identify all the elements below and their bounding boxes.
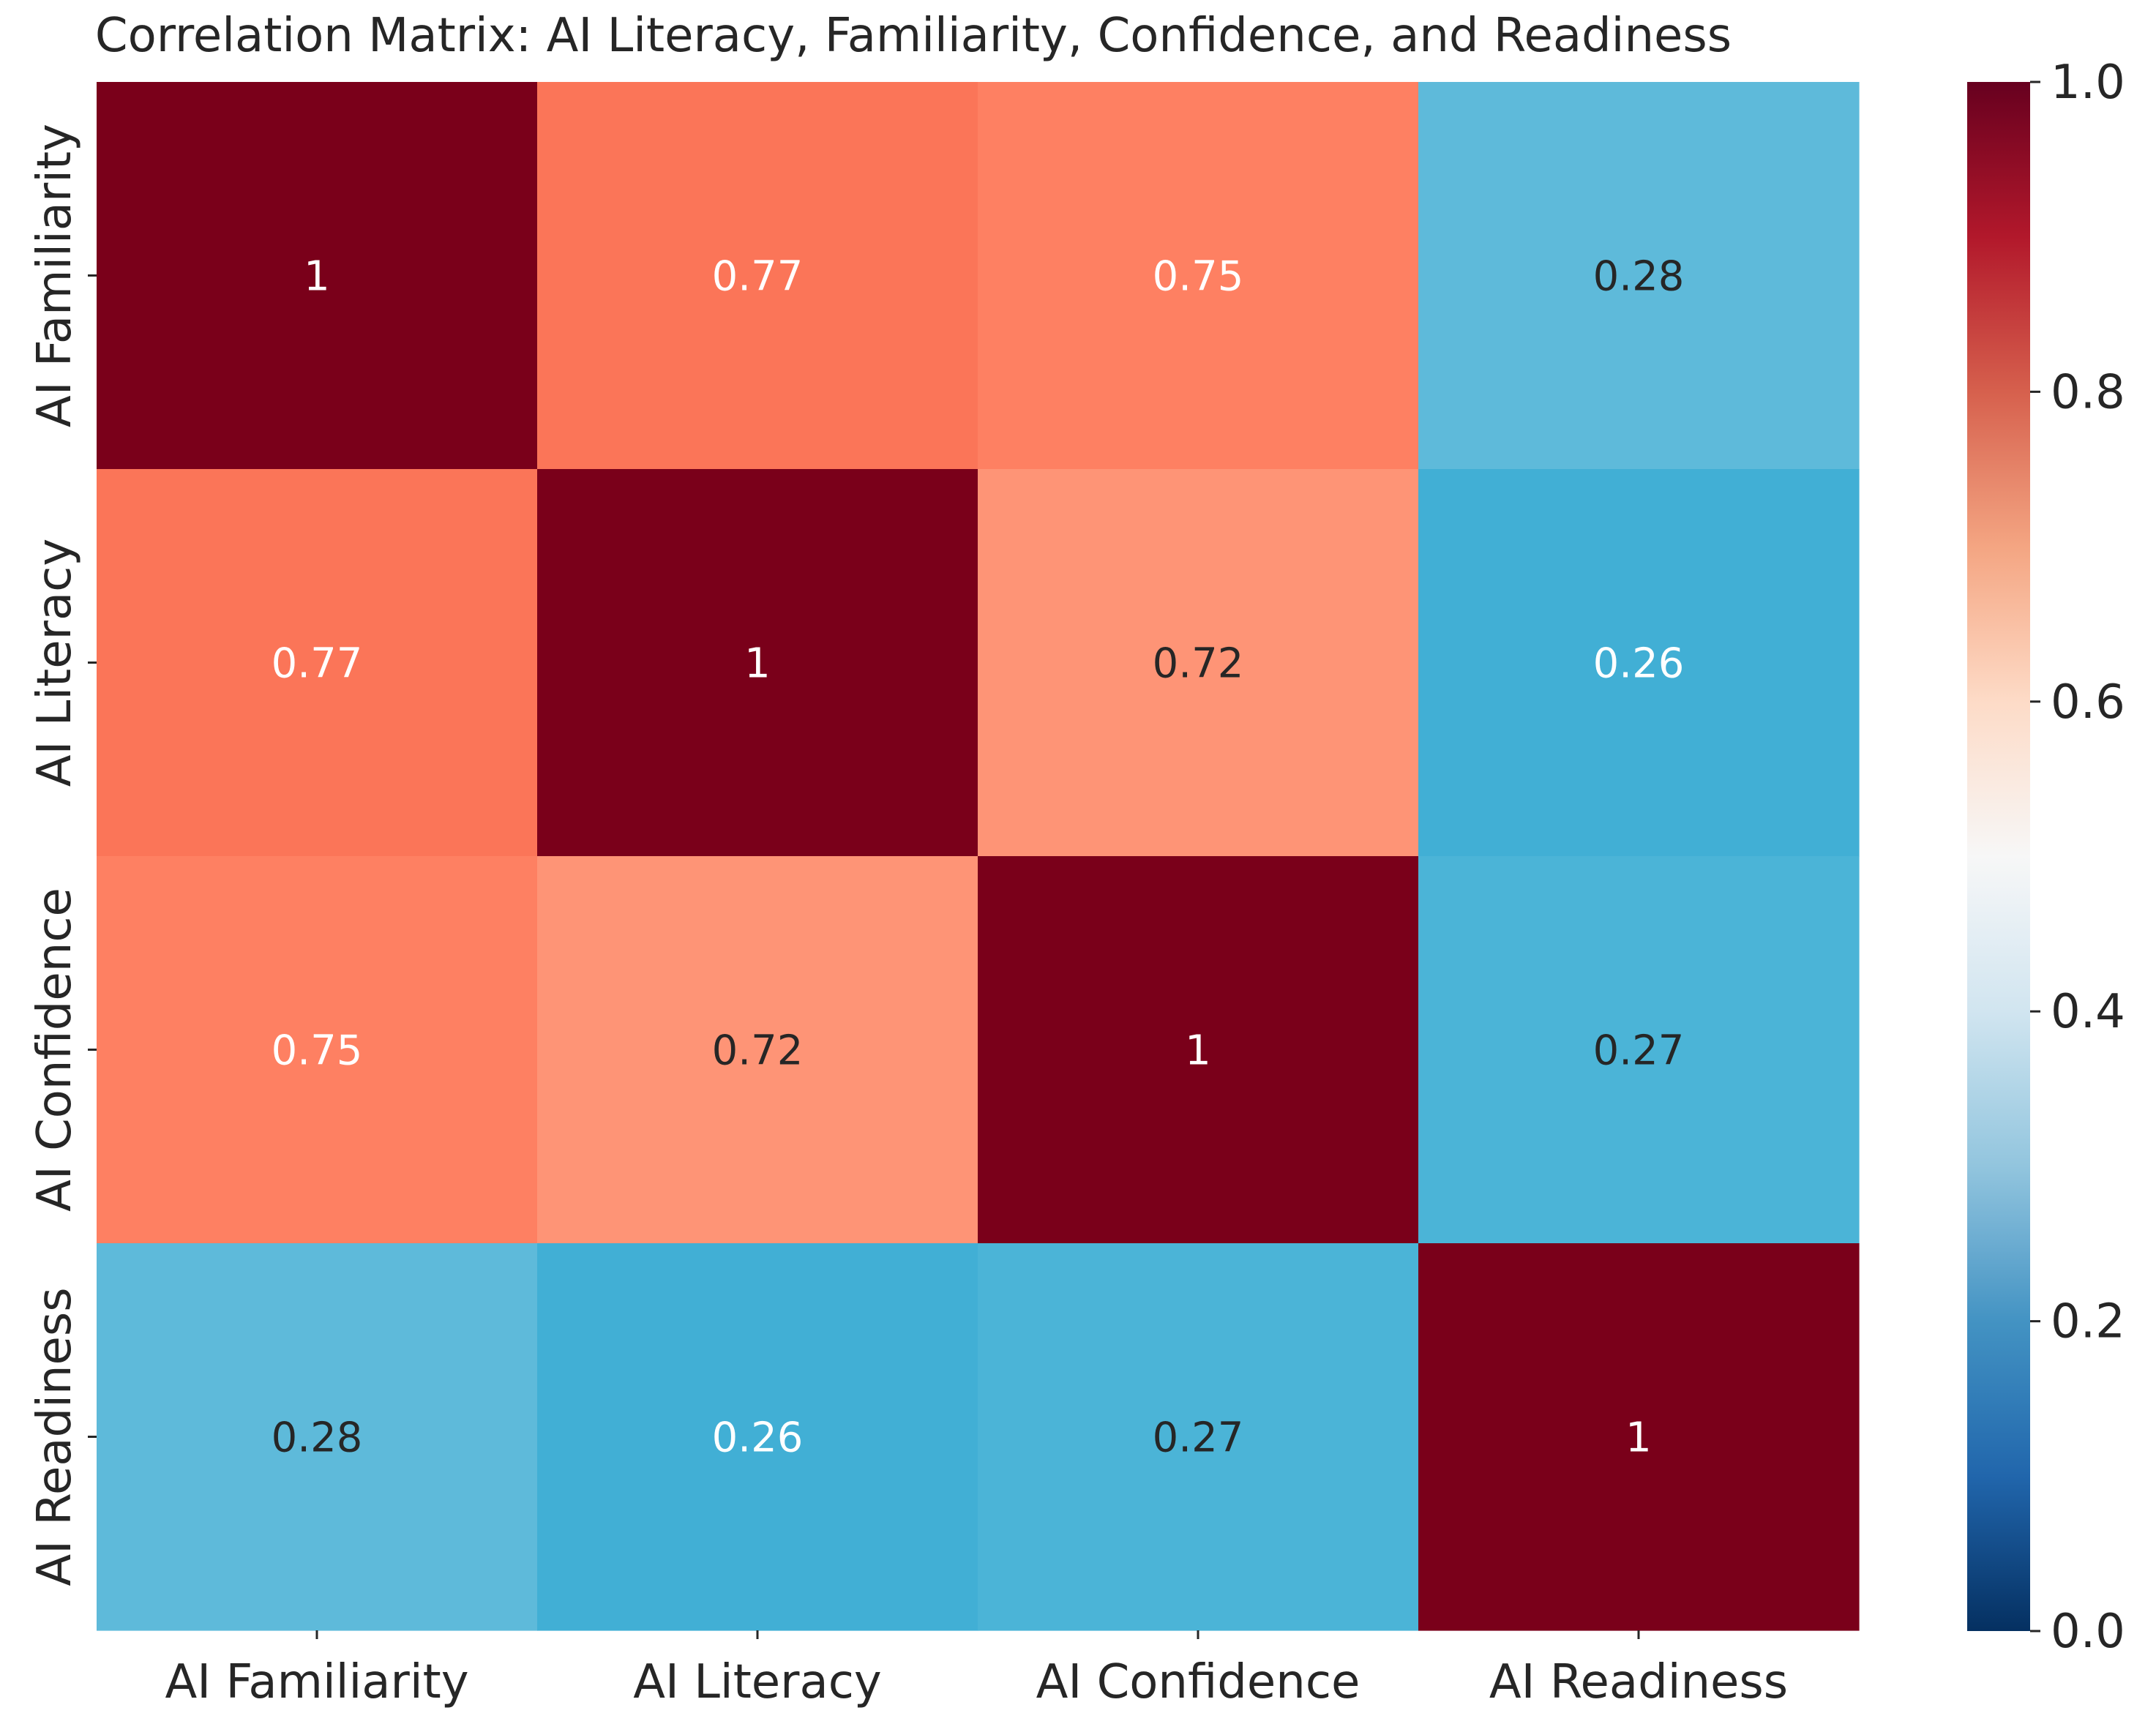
heatmap-cell-2-1: [537, 856, 978, 1244]
colorbar-tick-label-1: 0.2: [2051, 1295, 2125, 1349]
x-tick-label-0: AI Familiarity: [165, 1655, 468, 1709]
colorbar-tick-label-2: 0.4: [2051, 985, 2125, 1039]
cell-label-1-2: 0.72: [1153, 640, 1244, 688]
cell-label-0-0: 1: [304, 253, 330, 301]
heatmap-cell-3-1: [537, 1243, 978, 1631]
heatmap-cell-1-0: [97, 469, 538, 857]
cell-label-3-2: 0.27: [1153, 1414, 1244, 1462]
heatmap-cell-2-3: [1418, 856, 1860, 1244]
heatmap-cell-1-3: [1418, 469, 1860, 857]
colorbar-tick-label-0: 0.0: [2051, 1605, 2125, 1659]
heatmap-cell-0-3: [1418, 82, 1860, 470]
heatmap-cell-2-0: [97, 856, 538, 1244]
heatmap-cell-1-1: [537, 469, 978, 857]
x-tick-label-3: AI Readiness: [1489, 1655, 1788, 1709]
y-tick-label-2: AI Confidence: [28, 888, 82, 1212]
colorbar-tick-label-5: 1.0: [2051, 56, 2125, 110]
colorbar: 0.0 0.2 0.4 0.6 0.8 1.0: [1967, 56, 2125, 1659]
x-tick-label-1: AI Literacy: [633, 1655, 882, 1709]
heatmap-cell-0-0: [97, 82, 538, 470]
x-tick-label-2: AI Confidence: [1036, 1655, 1360, 1709]
cell-label-2-1: 0.72: [712, 1027, 804, 1075]
cell-label-0-1: 0.77: [712, 253, 804, 301]
heatmap-cell-3-2: [978, 1243, 1419, 1631]
heatmap-cells: 1 0.77 0.75 0.28 0.77 1 0.72 0.26 0.75 0.72 1 0.27 0…: [97, 82, 1860, 1631]
cell-label-2-2: 1: [1185, 1027, 1211, 1075]
cell-label-3-1: 0.26: [712, 1414, 804, 1462]
heatmap-cell-1-2: [978, 469, 1419, 857]
x-axis: AI Familiarity AI Literacy AI Confidence AI…: [165, 1630, 1788, 1709]
y-axis: AI Familiarity AI Literacy AI Confidence AI…: [28, 124, 97, 1586]
y-tick-label-3: AI Readiness: [28, 1287, 82, 1586]
cell-label-2-3: 0.27: [1593, 1027, 1685, 1075]
cell-label-0-2: 0.75: [1153, 253, 1244, 301]
heatmap-cell-0-1: [537, 82, 978, 470]
heatmap-cell-2-2: [978, 856, 1419, 1244]
heatmap-cell-3-0: [97, 1243, 538, 1631]
cell-label-1-1: 1: [744, 640, 771, 688]
cell-label-3-0: 0.28: [272, 1414, 363, 1462]
colorbar-tick-label-4: 0.8: [2051, 365, 2125, 419]
cell-label-1-0: 0.77: [272, 640, 363, 688]
colorbar-gradient: [1967, 82, 2030, 1631]
y-tick-label-1: AI Literacy: [28, 539, 82, 787]
colorbar-tick-label-3: 0.6: [2051, 675, 2125, 730]
heatmap-cell-0-2: [978, 82, 1419, 470]
y-tick-label-0: AI Familiarity: [28, 124, 82, 427]
cell-label-3-3: 1: [1625, 1414, 1652, 1462]
cell-label-1-3: 0.26: [1593, 640, 1685, 688]
heatmap-cell-3-3: [1418, 1243, 1860, 1631]
cell-label-2-0: 0.75: [272, 1027, 363, 1075]
chart-title: Correlation Matrix: AI Literacy, Familia…: [95, 9, 1732, 63]
cell-label-0-3: 0.28: [1593, 253, 1685, 301]
